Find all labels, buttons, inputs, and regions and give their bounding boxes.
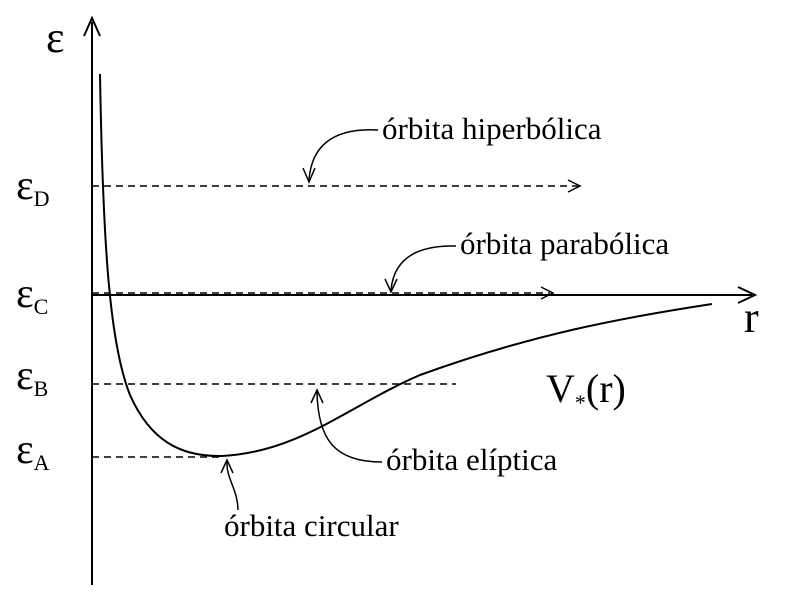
level-label-d: εD [16, 163, 50, 211]
svg-text:εB: εB [16, 353, 48, 401]
level-label-c: εC [16, 271, 48, 319]
svg-text:εD: εD [16, 163, 50, 211]
x-axis-arrowhead [737, 286, 758, 304]
annotation-circular: órbita circular [224, 508, 399, 543]
svg-text:εC: εC [16, 271, 48, 319]
level-label-b: εB [16, 353, 48, 401]
svg-text:εA: εA [16, 427, 50, 475]
pointer-circular [226, 461, 239, 511]
pointer-hyperbolic-arrowhead [302, 167, 316, 184]
pointer-hyperbolic [308, 129, 379, 181]
annotation-elliptic: órbita elíptica [386, 442, 558, 477]
pointer-parabolic-arrowhead [384, 278, 398, 294]
x-axis-label: r [744, 293, 759, 342]
level-line-d-arrowhead [567, 179, 582, 193]
pointer-parabolic [390, 245, 457, 291]
annotation-parabolic: órbita parabólica [460, 226, 669, 261]
potential-label: V*(r) [546, 366, 626, 415]
level-line-c-arrowhead [540, 286, 555, 300]
annotation-hyperbolic: órbita hiperbólica [382, 111, 602, 146]
svg-text:V*(r): V*(r) [546, 366, 626, 415]
pointer-elliptic-arrowhead [310, 388, 324, 404]
y-axis-label: ε [46, 13, 64, 62]
effective-potential-curve [99, 73, 713, 458]
pointer-elliptic [316, 391, 383, 463]
level-label-a: εA [16, 427, 50, 475]
y-axis-arrowhead [83, 15, 101, 37]
pointer-circular-arrowhead [220, 458, 234, 474]
